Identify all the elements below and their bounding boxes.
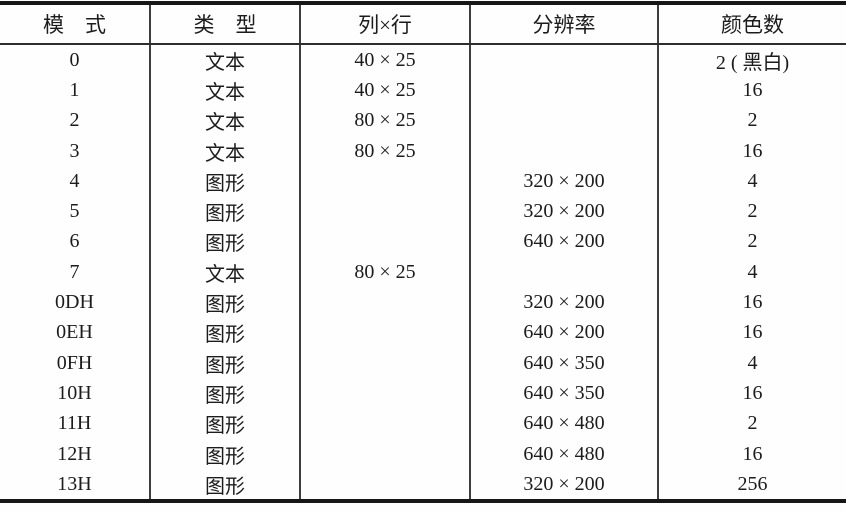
table-cell-mode: 0EH: [0, 317, 151, 348]
table-cell-type: 文本: [150, 44, 301, 76]
table-cell-color-count: 2: [747, 200, 758, 223]
table-cell-cols-rows: [300, 408, 471, 439]
table-cell-mode: 6: [0, 226, 151, 258]
table-cell-cols-rows: [300, 226, 471, 258]
table-cell-type: 图形: [150, 287, 301, 318]
table-cell-resolution: 320 × 200: [470, 196, 659, 227]
table-cell-cols-rows: [300, 196, 471, 227]
table-cell-type: 文本: [150, 75, 301, 106]
table-cell-cols-rows: 80 × 25: [300, 257, 471, 288]
table-cell-color-count: 256: [737, 472, 768, 495]
table-cell-cols-rows: [300, 287, 471, 318]
table-cell-cols-rows: [300, 347, 471, 379]
table-cell-type: 图形: [150, 469, 301, 502]
table-row: 7 文本 80 × 25 4: [0, 257, 846, 288]
table-cell-resolution: 640 × 200: [470, 317, 659, 348]
table-cell-mode: 12H: [0, 438, 151, 470]
table-cell-color-count: 16: [742, 291, 763, 314]
table-cell-resolution: [470, 135, 659, 167]
table-cell-mode: 0: [0, 44, 151, 76]
table-cell-color-count: 2 ( 黑白): [715, 51, 790, 74]
table-row: 4 图形 320 × 200 4: [0, 166, 846, 197]
table-cell-mode: 10H: [0, 378, 151, 409]
table-cell-color-count: 16: [742, 78, 763, 101]
column-header-type: 类 型: [150, 3, 301, 45]
table-row: 12H 图形 640 × 480 16: [0, 438, 846, 470]
table-cell-mode: 5: [0, 196, 151, 227]
table-cell-cols-rows: 80 × 25: [300, 105, 471, 136]
table-row: 5 图形 320 × 200 2: [0, 196, 846, 227]
table-cell-color-count: 2: [747, 412, 758, 435]
table-cell-cols-rows: 80 × 25: [300, 135, 471, 167]
table-cell-color-count: 4: [747, 169, 758, 192]
table-cell-mode: 1: [0, 75, 151, 106]
table-cell-type: 图形: [150, 196, 301, 227]
table-cell-mode: 7: [0, 257, 151, 288]
table-cell-type: 图形: [150, 378, 301, 409]
table-body: 0 文本 40 × 25 2 ( 黑白) 1 文本 40 × 25 16 2 文本 80 × 25 2…: [0, 44, 846, 502]
column-header-resolution: 分辨率: [470, 3, 659, 45]
table-header-row: 模 式 类 型 列×行 分辨率 颜色数: [0, 3, 846, 45]
table-cell-color-count: 2: [747, 230, 758, 253]
table-row: 2 文本 80 × 25 2: [0, 105, 846, 136]
table-cell-resolution: 640 × 200: [470, 226, 659, 258]
table-cell-resolution: [470, 105, 659, 136]
table-cell-type: 文本: [150, 105, 301, 136]
table-cell-resolution: 640 × 350: [470, 347, 659, 379]
table-cell-type: 文本: [150, 135, 301, 167]
table-cell-resolution: 320 × 200: [470, 166, 659, 197]
table-cell-color-count: 16: [742, 442, 763, 465]
table-cell-cols-rows: 40 × 25: [300, 75, 471, 106]
table-cell-type: 图形: [150, 347, 301, 379]
table-cell-resolution: [470, 257, 659, 288]
table-row: 6 图形 640 × 200 2: [0, 226, 846, 258]
table-cell-mode: 11H: [0, 408, 151, 439]
table-cell-color-count: 16: [742, 139, 763, 162]
table-cell-cols-rows: [300, 438, 471, 470]
column-header-mode: 模 式: [0, 3, 151, 45]
table-cell-resolution: 320 × 200: [470, 287, 659, 318]
table-cell-type: 图形: [150, 166, 301, 197]
table-cell-resolution: [470, 44, 659, 76]
table-cell-color-count: 4: [747, 260, 758, 283]
table-cell-mode: 2: [0, 105, 151, 136]
table-row: 1 文本 40 × 25 16: [0, 75, 846, 106]
table-row: 11H 图形 640 × 480 2: [0, 408, 846, 439]
table-row: 0DH 图形 320 × 200 16: [0, 287, 846, 318]
table-row: 10H 图形 640 × 350 16: [0, 378, 846, 409]
table-row: 13H 图形 320 × 200 256: [0, 469, 846, 502]
table-cell-color-count: 16: [742, 381, 763, 404]
table-row: 0EH 图形 640 × 200 16: [0, 317, 846, 348]
table-cell-cols-rows: [300, 166, 471, 197]
table-cell-cols-rows: 40 × 25: [300, 44, 471, 76]
table-cell-color-count: 16: [742, 321, 763, 344]
table-cell-type: 图形: [150, 226, 301, 258]
table-cell-mode: 13H: [0, 469, 151, 502]
table-cell-cols-rows: [300, 469, 471, 502]
table-cell-resolution: 640 × 480: [470, 438, 659, 470]
table-cell-type: 图形: [150, 408, 301, 439]
table-row: 0 文本 40 × 25 2 ( 黑白): [0, 44, 846, 76]
table-cell-type: 图形: [150, 317, 301, 348]
table-cell-resolution: 640 × 480: [470, 408, 659, 439]
table-cell-cols-rows: [300, 378, 471, 409]
table-row: 3 文本 80 × 25 16: [0, 135, 846, 167]
column-header-color-count: 颜色数: [658, 3, 846, 45]
table-row: 0FH 图形 640 × 350 4: [0, 347, 846, 379]
table-cell-color-count: 4: [747, 351, 758, 374]
table-cell-cols-rows: [300, 317, 471, 348]
table-cell-mode: 0FH: [0, 347, 151, 379]
table-cell-type: 文本: [150, 257, 301, 288]
table-cell-resolution: 640 × 350: [470, 378, 659, 409]
table-cell-type: 图形: [150, 438, 301, 470]
table-cell-mode: 0DH: [0, 287, 151, 318]
table-cell-resolution: 320 × 200: [470, 469, 659, 502]
table-cell-mode: 4: [0, 166, 151, 197]
column-header-cols-rows: 列×行: [300, 3, 471, 45]
table-cell-color-count: 2: [747, 109, 758, 132]
table-cell-mode: 3: [0, 135, 151, 167]
table-cell-resolution: [470, 75, 659, 106]
